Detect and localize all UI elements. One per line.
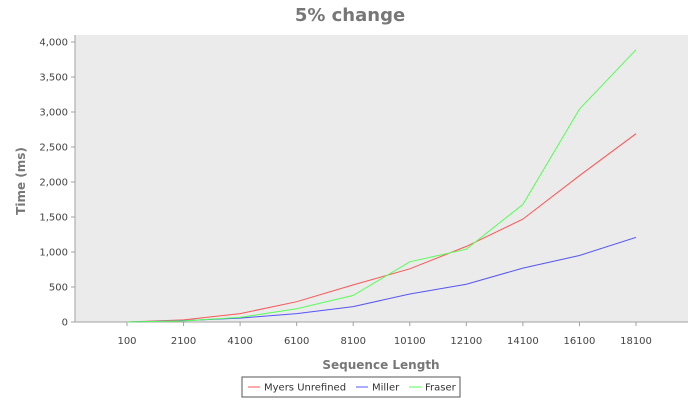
- x-tick-label: 10100: [394, 336, 426, 347]
- y-tick-label: 1,500: [39, 213, 68, 224]
- x-tick-label: 2100: [171, 336, 196, 347]
- legend-label: Miller: [372, 383, 400, 394]
- y-tick-label: 0: [62, 318, 68, 329]
- legend-label: Fraser: [425, 383, 457, 394]
- y-tick-label: 2,500: [39, 143, 68, 154]
- series-layer: [126, 49, 637, 323]
- series-line-myers-unrefined: [126, 133, 637, 323]
- legend-label: Myers Unrefined: [264, 383, 346, 394]
- x-tick-label: 16100: [564, 336, 596, 347]
- x-tick-label: 8100: [340, 336, 365, 347]
- legend: Myers Unrefined Miller Fraser: [241, 376, 461, 398]
- y-tick-label: 2,000: [39, 178, 68, 189]
- y-tick-label: 3,000: [39, 108, 68, 119]
- x-axis-label: Sequence Length: [322, 358, 439, 372]
- legend-box: [241, 376, 461, 398]
- y-axis: 0 500 1,000 1,500 2,000 2,500 3,000 3,500 4,000: [39, 35, 76, 329]
- plot-area: [75, 35, 688, 322]
- x-tick-label: 14100: [507, 336, 539, 347]
- y-tick-label: 3,500: [39, 73, 68, 84]
- y-tick-label: 500: [49, 283, 68, 294]
- x-tick-label: 18100: [620, 336, 652, 347]
- series-line-fraser: [126, 49, 637, 323]
- x-tick-label: 12100: [450, 336, 482, 347]
- chart-title: 5% change: [295, 5, 405, 26]
- x-tick-label: 100: [117, 336, 136, 347]
- x-tick-label: 4100: [227, 336, 252, 347]
- y-axis-label: Time (ms): [14, 147, 28, 215]
- x-axis: 100 2100 4100 6100 8100 10100 12100 14100 16100 1…: [75, 321, 688, 347]
- x-tick-label: 6100: [284, 336, 309, 347]
- y-tick-label: 1,000: [39, 248, 68, 259]
- y-tick-label: 4,000: [39, 38, 68, 49]
